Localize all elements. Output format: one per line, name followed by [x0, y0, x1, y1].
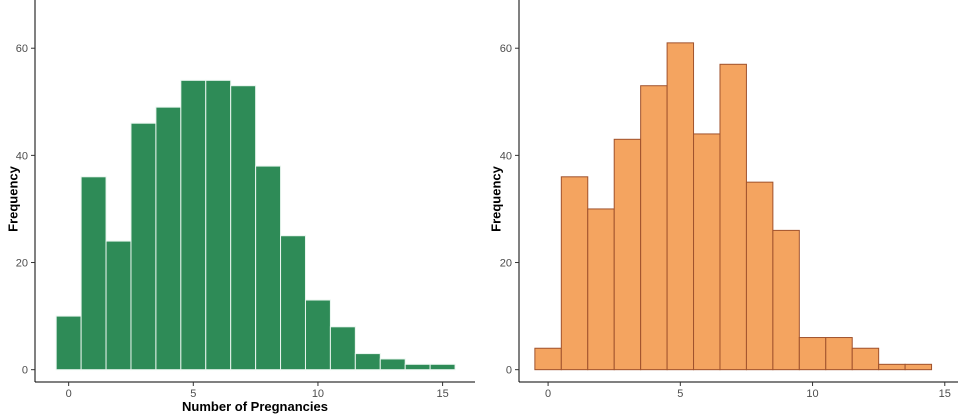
y-axis-ticks: 0 20 40 60	[16, 43, 35, 377]
histogram-bar	[851, 347, 880, 371]
histogram-bar	[719, 63, 747, 371]
histogram-bar	[105, 240, 132, 371]
x-tick-label: 15	[939, 388, 951, 400]
histogram-bar	[180, 79, 207, 371]
histogram-bar	[80, 176, 107, 371]
histogram-bar	[354, 353, 381, 371]
histogram-bar	[230, 85, 257, 371]
y-tick-label: 60	[16, 43, 28, 55]
histogram-bar	[404, 363, 431, 371]
histogram-bar	[640, 85, 668, 371]
histogram-bar	[329, 326, 356, 371]
histogram-bars	[534, 42, 933, 371]
histogram-bar	[379, 358, 406, 371]
histogram-bar	[904, 363, 933, 371]
histogram-bar	[255, 165, 282, 371]
histogram-bar	[825, 337, 853, 371]
histogram-bar	[155, 106, 182, 371]
histogram-bar	[205, 79, 232, 371]
x-tick-label: 5	[677, 388, 683, 400]
histogram-bars	[55, 79, 456, 371]
y-axis-title: Frequency	[489, 165, 504, 232]
histogram-bar	[130, 122, 157, 371]
y-axis-ticks: 0 20 40 60	[500, 43, 519, 377]
histogram-bar	[693, 133, 721, 371]
x-axis-ticks: 0 5 10 15	[545, 382, 951, 400]
x-axis-ticks: 0 5 10 15	[66, 382, 449, 400]
x-tick-label: 10	[806, 388, 818, 400]
histogram-bar	[745, 181, 774, 371]
y-tick-label: 0	[506, 365, 512, 377]
histogram-bar	[429, 363, 456, 371]
histogram-panel-orange: 0 5 10 15 0 20 40 60 Frequency	[489, 0, 958, 400]
y-tick-label: 20	[16, 258, 28, 270]
histogram-bar	[798, 337, 827, 371]
histogram-bar	[560, 176, 589, 371]
histogram-bar	[534, 347, 562, 371]
histogram-bar	[304, 299, 331, 371]
histogram-panel-pregnancies-green: 0 5 10 15 0 20 40 60 Number of Pregnancies Fre…	[6, 0, 475, 414]
x-tick-label: 0	[545, 388, 551, 400]
x-tick-label: 5	[190, 388, 196, 400]
histogram-bar	[666, 42, 695, 371]
x-tick-label: 15	[436, 388, 448, 400]
x-tick-label: 0	[66, 388, 72, 400]
histogram-bar	[587, 208, 615, 371]
histogram-bar	[878, 363, 906, 371]
y-tick-label: 60	[500, 43, 512, 55]
histogram-bar	[55, 315, 82, 371]
y-axis-title: Frequency	[6, 165, 21, 232]
y-tick-label: 40	[500, 150, 512, 162]
y-tick-label: 0	[22, 365, 28, 377]
histogram-bar	[772, 229, 800, 371]
x-axis-title: Number of Pregnancies	[182, 399, 328, 414]
y-tick-label: 40	[16, 150, 28, 162]
x-tick-label: 10	[312, 388, 324, 400]
y-tick-label: 20	[500, 258, 512, 270]
histogram-bar	[613, 138, 642, 371]
histogram-bar	[280, 235, 306, 371]
